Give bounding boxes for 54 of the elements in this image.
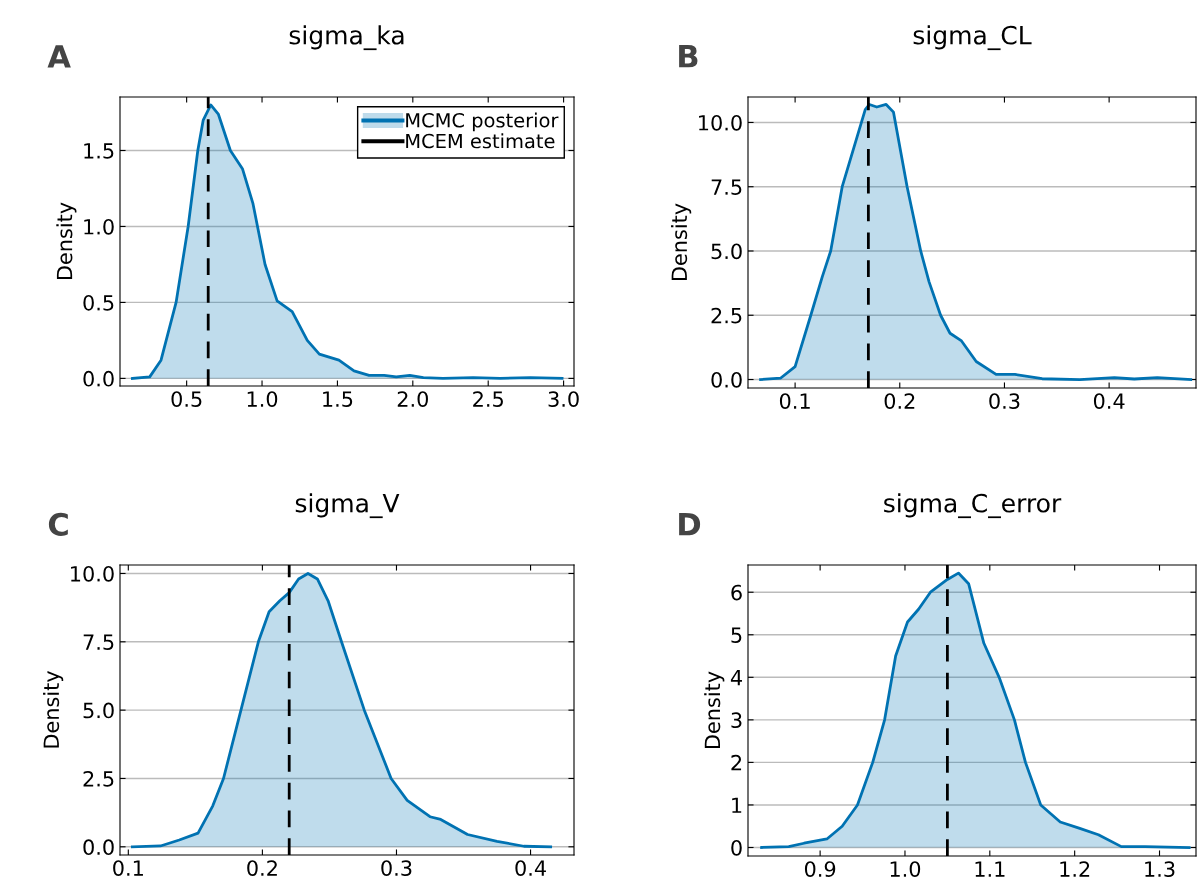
y-axis-title: Density — [704, 671, 725, 749]
y-tick-label: 3 — [731, 712, 742, 729]
y-tick-label: 0.0 — [711, 371, 742, 388]
y-tick-label: 2.5 — [711, 307, 742, 324]
x-tick-label: 0.2 — [884, 393, 915, 409]
text: C — [48, 512, 68, 536]
x-tick-label: 0.5 — [171, 391, 202, 407]
y-tick-label: 1.5 — [84, 143, 114, 159]
x-tick-label: 1.5 — [323, 391, 353, 407]
legend-label: MCMC posterior — [406, 112, 559, 132]
y-tick-label: 0.0 — [83, 370, 114, 387]
y-tick-label: 7.5 — [83, 634, 114, 651]
y-tick-label: 5.0 — [711, 243, 742, 260]
y-tick-label: 7.5 — [711, 179, 742, 195]
y-tick-label: 0.0 — [83, 839, 114, 856]
y-tick-label: 10.0 — [699, 114, 742, 131]
y-tick-label: 1 — [732, 797, 742, 813]
y-axis-title: Density — [671, 203, 692, 281]
x-tick-label: 1.0 — [247, 391, 278, 407]
x-tick-label: 0.1 — [779, 393, 810, 409]
x-tick-label: 0.3 — [989, 393, 1020, 409]
x-tick-label: 0.4 — [515, 860, 546, 876]
y-tick-label: 2 — [731, 754, 742, 771]
x-tick-label: 0.4 — [1093, 393, 1125, 409]
x-tick-label: 1.3 — [1145, 861, 1175, 877]
y-tick-label: 5.0 — [83, 702, 114, 719]
x-tick-label: 0.1 — [113, 860, 143, 876]
x-tick-label: 0.9 — [804, 861, 836, 877]
x-tick-label: 3.0 — [548, 391, 579, 407]
y-tick-label: 0.5 — [83, 294, 114, 311]
y-tick-label: 0 — [731, 839, 742, 856]
y-tick-label: 2.5 — [83, 770, 114, 787]
x-tick-label: 2.5 — [473, 391, 503, 407]
x-tick-label: 1.1 — [975, 861, 1005, 877]
text: A — [47, 45, 71, 68]
text: B — [679, 45, 698, 68]
y-tick-label: 5 — [731, 627, 742, 643]
chart-title: sigma_V — [295, 493, 400, 519]
chart-title: sigma_C_error — [884, 493, 1062, 519]
x-tick-label: 1.0 — [890, 861, 921, 877]
y-tick-label: 1.0 — [84, 218, 114, 235]
y-tick-label: 10.0 — [71, 565, 114, 582]
x-tick-label: 0.3 — [381, 860, 412, 876]
y-axis-title: Density — [56, 202, 77, 280]
x-tick-label: 1.2 — [1060, 861, 1090, 877]
y-tick-label: 6 — [731, 584, 742, 601]
y-tick-label: 4 — [730, 670, 742, 686]
y-axis-title: Density — [43, 671, 64, 748]
chart-title: sigma_CL — [913, 25, 1032, 51]
chart-title: sigma_ka — [289, 25, 404, 51]
x-tick-label: 2.0 — [397, 391, 428, 407]
text: D — [679, 513, 701, 536]
ref-line-label: MCEM estimate — [406, 133, 555, 149]
x-tick-label: 0.2 — [247, 860, 277, 876]
